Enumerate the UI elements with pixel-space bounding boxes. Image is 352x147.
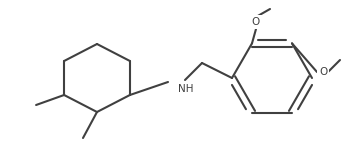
- Text: O: O: [252, 17, 260, 27]
- Text: O: O: [319, 67, 327, 77]
- Text: NH: NH: [178, 84, 194, 94]
